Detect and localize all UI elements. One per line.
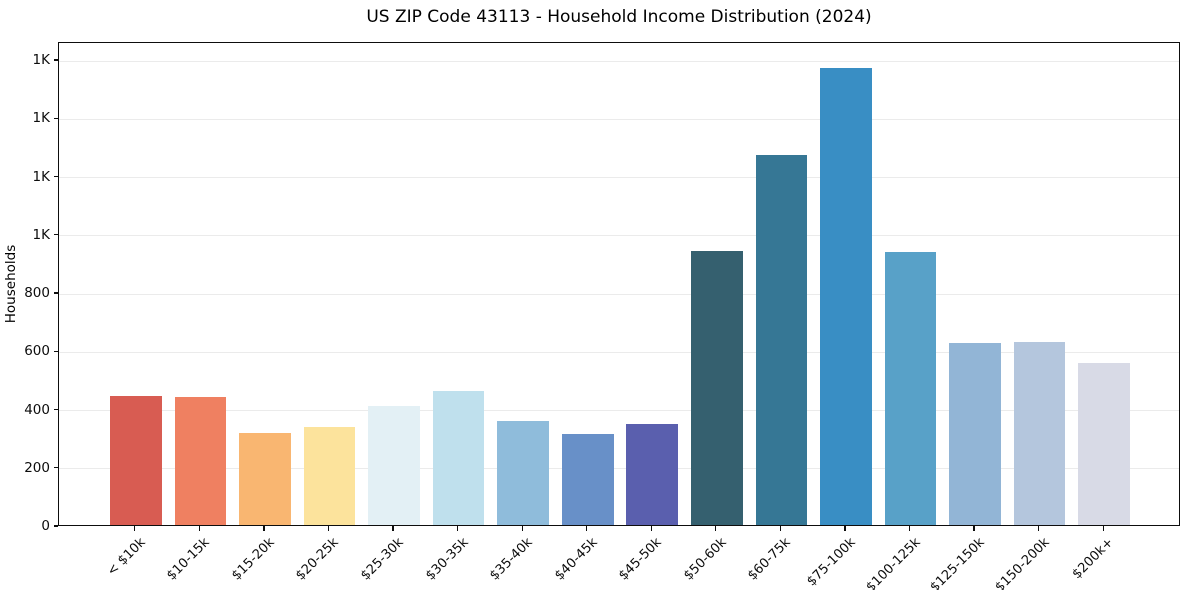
bar	[561, 434, 614, 525]
bar	[303, 426, 356, 525]
bar	[432, 390, 485, 525]
x-axis-tick	[392, 526, 394, 531]
y-axis-tick	[53, 175, 58, 178]
x-axis-tick	[586, 526, 588, 531]
gridline	[59, 351, 1179, 353]
y-axis-tick	[53, 467, 58, 469]
x-axis-tick	[327, 526, 330, 531]
x-tick-label: $150-200k	[992, 535, 1053, 590]
y-axis-tick	[53, 234, 58, 236]
y-tick-label: 1K	[32, 52, 50, 69]
y-axis-tick	[53, 408, 58, 411]
y-tick-label: 200	[24, 459, 50, 476]
bar	[755, 154, 808, 525]
bar	[239, 433, 291, 525]
y-axis-tick	[53, 525, 58, 527]
x-axis-tick	[973, 526, 975, 531]
y-axis-tick	[53, 292, 58, 294]
bar	[497, 420, 549, 525]
x-tick-label: $100-125k	[862, 535, 924, 590]
x-axis-tick	[521, 526, 523, 531]
x-axis-tick	[134, 526, 136, 531]
bar	[1078, 362, 1130, 525]
x-axis-tick	[715, 526, 717, 531]
y-tick-label: 1K	[32, 168, 50, 185]
x-axis-tick	[1038, 526, 1040, 531]
gridline	[59, 60, 1179, 62]
bar	[1013, 341, 1066, 525]
y-tick-label: 1K	[32, 226, 50, 243]
y-tick-label: 1K	[32, 110, 50, 127]
x-tick-label: $20-25k	[293, 535, 343, 584]
x-tick-label: $125-150k	[927, 535, 988, 590]
x-axis-tick	[198, 526, 200, 531]
plot-area	[58, 42, 1180, 526]
x-tick-label: $30-35k	[422, 535, 472, 584]
gridline	[59, 410, 1179, 411]
y-tick-label: 800	[24, 285, 50, 302]
chart-title: US ZIP Code 43113 - Household Income Dis…	[366, 7, 872, 27]
x-tick-label: $200k+	[1069, 535, 1117, 583]
x-tick-label: $15-20k	[229, 535, 278, 584]
x-tick-label: $35-40k	[487, 535, 536, 584]
x-tick-label: $50-60k	[680, 535, 730, 584]
gridline	[59, 293, 1179, 295]
x-tick-label: $25-30k	[358, 535, 407, 584]
bar	[110, 395, 162, 525]
x-tick-label: < $10k	[104, 535, 149, 580]
y-axis-title: Households	[3, 244, 19, 324]
x-tick-label: $45-50k	[616, 535, 665, 584]
y-axis-tick	[53, 350, 58, 352]
bar	[691, 251, 743, 525]
x-axis-tick	[650, 526, 652, 531]
y-tick-label: 600	[24, 343, 50, 360]
x-axis-tick	[457, 526, 459, 531]
x-axis-tick	[908, 526, 911, 531]
x-tick-label: $60-75k	[745, 535, 794, 584]
y-axis-tick	[53, 59, 58, 61]
bar	[820, 67, 872, 525]
gridline	[59, 468, 1179, 470]
gridline	[59, 177, 1179, 179]
x-tick-label: $75-100k	[804, 535, 859, 590]
gridline	[59, 118, 1179, 120]
x-axis-tick	[1102, 526, 1104, 531]
x-axis-tick	[844, 526, 846, 531]
x-tick-label: $10-15k	[164, 535, 213, 584]
bar	[884, 252, 937, 525]
y-axis-tick	[53, 117, 58, 119]
x-tick-label: $40-45k	[551, 535, 601, 584]
y-tick-label: 400	[24, 401, 50, 418]
bar	[949, 343, 1001, 525]
x-axis-tick	[779, 526, 781, 531]
bar	[626, 424, 679, 525]
x-axis-tick	[263, 526, 265, 531]
bar	[174, 396, 227, 525]
gridline	[59, 235, 1179, 237]
y-tick-label: 0	[41, 518, 50, 534]
bar	[368, 405, 420, 525]
